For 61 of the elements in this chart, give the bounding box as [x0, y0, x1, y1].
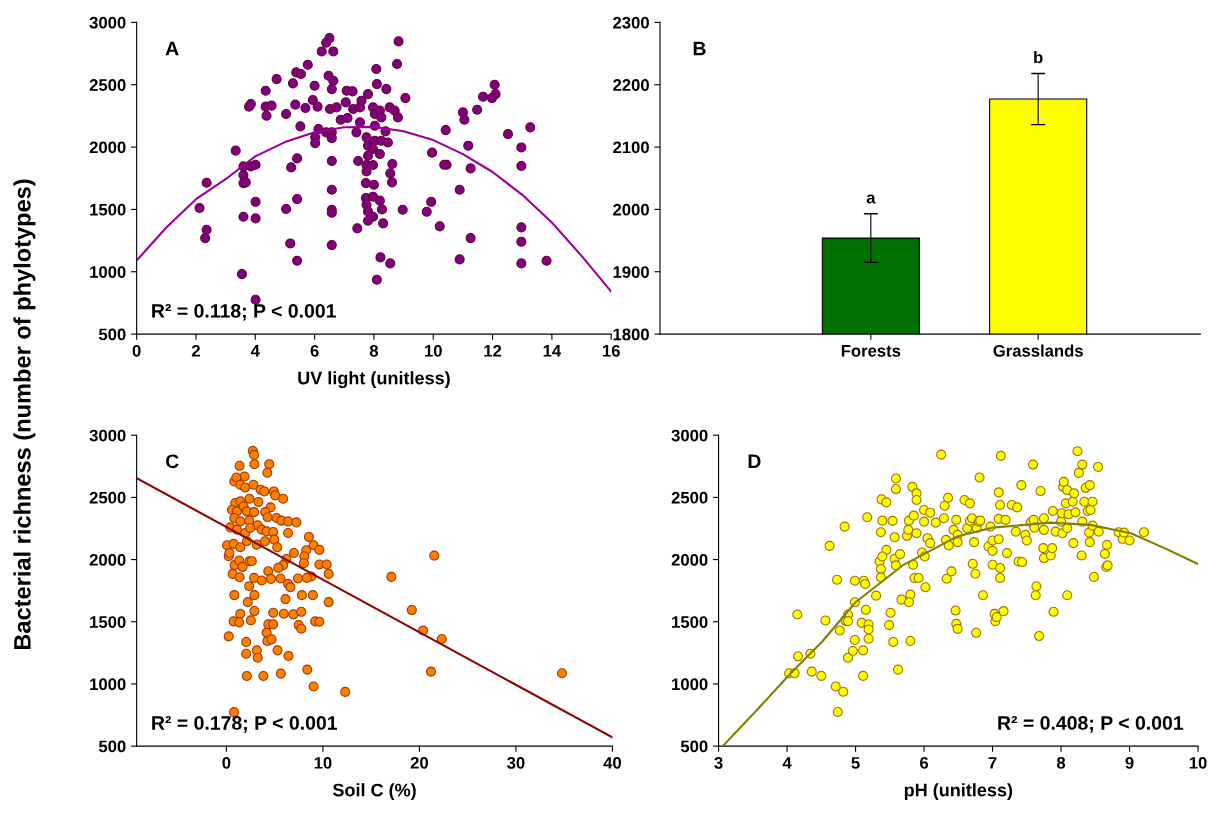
y-tick-label: 2500 [89, 491, 126, 504]
y-tick-label: 1900 [613, 266, 649, 278]
x-tick-label: 8 [1056, 756, 1066, 769]
y-axis-title: Bacterial richness (number of phylotypes) [13, 179, 36, 650]
y-tick-label: 1500 [672, 616, 708, 628]
y-tick-label: 2200 [613, 79, 649, 91]
x-tick-label: 4 [782, 757, 792, 769]
y-tick-label: 2500 [89, 79, 126, 91]
y-tick-label: 3000 [89, 429, 126, 442]
x-tick-label: 0 [222, 756, 231, 769]
y-tick-label: 500 [98, 740, 126, 753]
annotation: A [165, 41, 179, 56]
annotation: C [165, 454, 179, 469]
x-tick-label: Grasslands [993, 344, 1083, 357]
x-tick-label: 14 [543, 345, 562, 357]
x-tick-label: 40 [603, 756, 622, 769]
y-tick-label: 2000 [613, 203, 649, 216]
x-tick-label: 8 [369, 344, 379, 357]
annotation: B [693, 41, 706, 56]
x-tick-label: 16 [603, 344, 620, 357]
y-tick-label: 1000 [672, 678, 708, 691]
x-axis-title: pH (unitless) [904, 783, 1013, 800]
y-tick-label: 1000 [90, 266, 126, 278]
y-tick-label: 1500 [90, 616, 126, 628]
x-tick-label: 2 [191, 344, 200, 357]
y-tick-label: 2300 [613, 16, 649, 29]
x-tick-label: 12 [484, 344, 502, 357]
x-tick-label: 10 [314, 756, 332, 769]
y-tick-label: 1500 [90, 203, 126, 216]
y-tick-label: 1000 [90, 678, 126, 691]
annotation: R² = 0.178; P < 0.001 [152, 716, 338, 733]
x-tick-label: 3 [714, 756, 723, 769]
y-tick-label: 2000 [89, 553, 126, 566]
x-tick-label: 30 [507, 756, 525, 769]
x-tick-label: 6 [310, 344, 319, 357]
y-tick-label: 2000 [89, 141, 126, 154]
y-tick-label: 500 [680, 740, 708, 753]
x-tick-label: 4 [250, 345, 260, 357]
annotation: b [1034, 51, 1043, 64]
x-tick-label: 9 [1125, 756, 1134, 769]
x-tick-label: 10 [1189, 756, 1207, 769]
x-tick-label: 6 [920, 756, 929, 769]
y-tick-label: 2500 [671, 491, 708, 504]
x-axis-title: Soil C (%) [332, 783, 416, 800]
x-tick-label: 20 [410, 756, 428, 769]
y-tick-label: 1800 [613, 328, 649, 341]
x-tick-label: 0 [132, 344, 141, 357]
annotation: R² = 0.408; P < 0.001 [998, 716, 1184, 733]
x-tick-label: 10 [425, 344, 442, 357]
annotation: D [748, 454, 761, 468]
x-tick-label: Forests [841, 345, 901, 357]
x-axis-title: UV light (unitless) [298, 371, 450, 389]
annotation: a [866, 194, 876, 204]
x-tick-label: 7 [988, 757, 997, 769]
y-tick-label: 2000 [671, 553, 708, 566]
annotation: R² = 0.118; P < 0.001 [152, 304, 336, 321]
y-tick-label: 3000 [89, 16, 126, 29]
y-tick-label: 500 [98, 328, 126, 341]
x-tick-label: 5 [851, 757, 860, 769]
y-tick-label: 3000 [671, 429, 708, 442]
y-tick-label: 2100 [613, 141, 649, 154]
